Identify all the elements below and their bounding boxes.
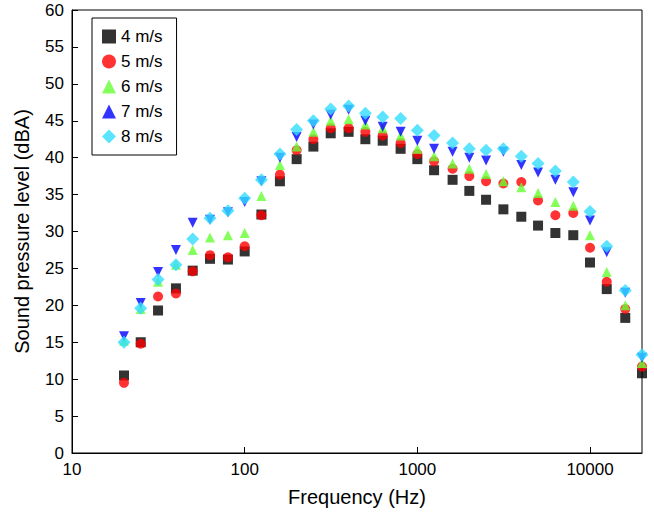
svg-text:7 m/s: 7 m/s — [121, 102, 163, 121]
svg-text:10000: 10000 — [566, 460, 613, 479]
svg-text:5 m/s: 5 m/s — [121, 52, 163, 71]
svg-text:20: 20 — [45, 296, 64, 315]
svg-text:6 m/s: 6 m/s — [121, 77, 163, 96]
svg-text:50: 50 — [45, 74, 64, 93]
svg-text:30: 30 — [45, 222, 64, 241]
svg-text:10: 10 — [45, 370, 64, 389]
svg-text:8 m/s: 8 m/s — [121, 127, 163, 146]
svg-text:35: 35 — [45, 185, 64, 204]
svg-text:5: 5 — [55, 407, 64, 426]
svg-text:25: 25 — [45, 259, 64, 278]
svg-text:15: 15 — [45, 333, 64, 352]
svg-text:40: 40 — [45, 148, 64, 167]
svg-text:4 m/s: 4 m/s — [121, 27, 163, 46]
svg-text:100: 100 — [230, 460, 258, 479]
svg-text:Sound pressure level (dBA): Sound pressure level (dBA) — [11, 109, 33, 354]
svg-text:55: 55 — [45, 37, 64, 56]
svg-text:60: 60 — [45, 1, 64, 20]
svg-text:1000: 1000 — [398, 460, 436, 479]
svg-text:45: 45 — [45, 111, 64, 130]
svg-text:Frequency (Hz): Frequency (Hz) — [288, 486, 426, 508]
svg-text:0: 0 — [54, 443, 64, 463]
svg-text:10: 10 — [63, 460, 82, 479]
